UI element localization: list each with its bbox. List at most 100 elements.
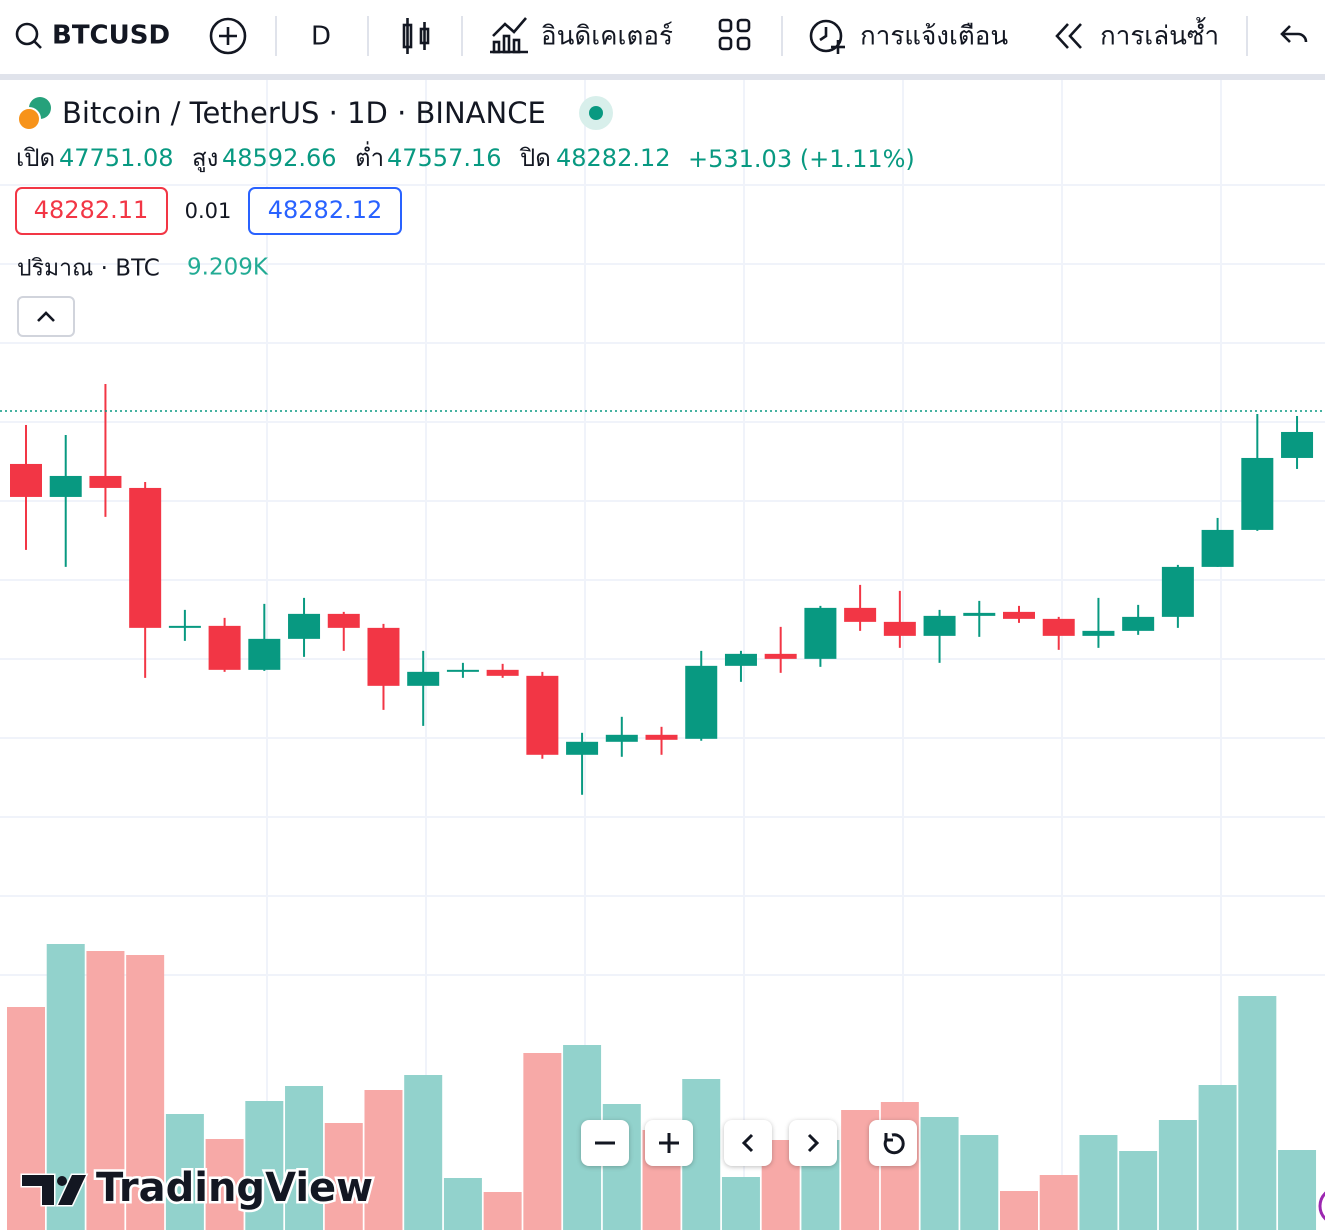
- bitcoin-icon: [17, 107, 41, 131]
- candle-body: [288, 613, 321, 639]
- volume-bar: [285, 1086, 324, 1230]
- scroll-right-icon: [807, 1133, 820, 1153]
- volume-bar: [483, 1192, 522, 1230]
- alerts-label[interactable]: การแจ้งเตือน: [860, 22, 1008, 52]
- candle-body: [883, 621, 916, 636]
- low-value: 47557.16: [387, 144, 502, 172]
- ask-box[interactable]: [248, 187, 402, 235]
- bid-value[interactable]: 48282.11: [34, 196, 149, 224]
- candle-body: [1003, 611, 1035, 619]
- candle-body: [645, 734, 678, 740]
- volume-bar: [721, 1177, 760, 1230]
- candle-body: [1042, 618, 1075, 636]
- volume-bar: [245, 1101, 284, 1230]
- volume-bar: [86, 951, 125, 1230]
- candle-body: [1241, 457, 1274, 530]
- candle-body: [89, 475, 122, 488]
- reset-button[interactable]: [869, 1120, 917, 1166]
- high-label: สูง: [192, 144, 218, 173]
- collapse-icon: [37, 311, 55, 322]
- chart-type-icon[interactable]: [402, 18, 430, 54]
- volume-bar: [1000, 1191, 1038, 1230]
- volume-bar: [1039, 1175, 1078, 1230]
- candle-body: [963, 612, 996, 616]
- add-symbol-icon[interactable]: [209, 17, 247, 55]
- candle-body: [804, 607, 837, 659]
- volume-bar: [364, 1090, 403, 1230]
- candle-body: [685, 665, 718, 739]
- scroll-left-icon: [741, 1133, 754, 1153]
- change-value: +531.03 (+1.11%): [688, 145, 915, 173]
- status-dot: [589, 106, 603, 120]
- toolbar-border: [0, 74, 1325, 80]
- volume-bar: [443, 1178, 482, 1230]
- volume-bar: [205, 1139, 244, 1230]
- candle-body: [526, 675, 559, 755]
- volume-label: ปริมาณ · BTC: [17, 256, 160, 282]
- candle-body: [407, 671, 440, 686]
- candle-body: [923, 615, 956, 636]
- volume-bar: [1198, 1085, 1237, 1230]
- watermark-text: TradingView: [96, 1165, 373, 1211]
- candle-body: [605, 734, 638, 742]
- volume-bar: [7, 1007, 45, 1230]
- scroll-right-button[interactable]: [789, 1120, 837, 1166]
- close-label: ปิด: [519, 144, 551, 172]
- toolbar-separators: [275, 16, 1248, 56]
- symbol[interactable]: BTCUSD: [52, 21, 170, 51]
- layout-icon[interactable]: [718, 18, 751, 51]
- undo-icon[interactable]: [1280, 25, 1308, 43]
- bid-box[interactable]: [15, 187, 168, 235]
- search-icon[interactable]: [15, 22, 39, 46]
- open-label: เปิด: [16, 144, 55, 172]
- high-value: 48592.66: [222, 144, 337, 172]
- candle-body: [248, 638, 281, 670]
- low-label: ต่ำ: [355, 141, 384, 172]
- indicators-icon[interactable]: [490, 17, 528, 54]
- candle-body: [1122, 616, 1155, 631]
- candle-body: [566, 741, 599, 755]
- volume-bar: [960, 1135, 999, 1230]
- volume-bar: [1158, 1120, 1197, 1230]
- candle-body: [724, 653, 757, 666]
- indicators-label[interactable]: อินดิเคเตอร์: [541, 22, 673, 52]
- interval[interactable]: D: [311, 22, 331, 52]
- volume-bar: [1079, 1135, 1118, 1230]
- volume-bar: [324, 1123, 363, 1230]
- candle-body: [1082, 630, 1115, 636]
- replay-icon[interactable]: [1055, 23, 1082, 49]
- candle-body: [208, 625, 241, 670]
- volume-bar: [523, 1053, 562, 1230]
- replay-label[interactable]: การเล่นซ้ำ: [1100, 17, 1219, 52]
- candle-body: [764, 653, 797, 659]
- collapse-button[interactable]: [17, 296, 75, 337]
- zoom-in-button[interactable]: [645, 1120, 693, 1166]
- candle-body: [1201, 529, 1234, 567]
- candle-body: [129, 487, 162, 628]
- grid: [0, 80, 1325, 1230]
- scroll-left-button[interactable]: [724, 1120, 772, 1166]
- volume-value: 9.209K: [187, 255, 269, 281]
- candle-body: [844, 607, 877, 622]
- zoom-in-icon: [659, 1133, 679, 1153]
- candle-body: [486, 669, 519, 676]
- toolbar-icons: [15, 17, 1308, 55]
- candle-body: [1161, 566, 1194, 617]
- ask-value[interactable]: 48282.12: [268, 196, 383, 224]
- close-value: 48282.12: [556, 144, 671, 172]
- volume-bar: [920, 1117, 959, 1230]
- candle-body: [10, 463, 42, 497]
- spread-value: 0.01: [185, 199, 232, 223]
- volume-bar: [126, 955, 165, 1230]
- zoom-out-button[interactable]: [581, 1120, 629, 1166]
- candle-body: [367, 627, 400, 686]
- candle-body: [327, 613, 360, 628]
- volume-bar: [1119, 1151, 1158, 1230]
- alert-icon[interactable]: [809, 19, 845, 54]
- candle-body: [446, 669, 479, 672]
- candle-body: [1281, 431, 1314, 458]
- volume-bar: [165, 1114, 204, 1230]
- open-value: 47751.08: [59, 144, 174, 172]
